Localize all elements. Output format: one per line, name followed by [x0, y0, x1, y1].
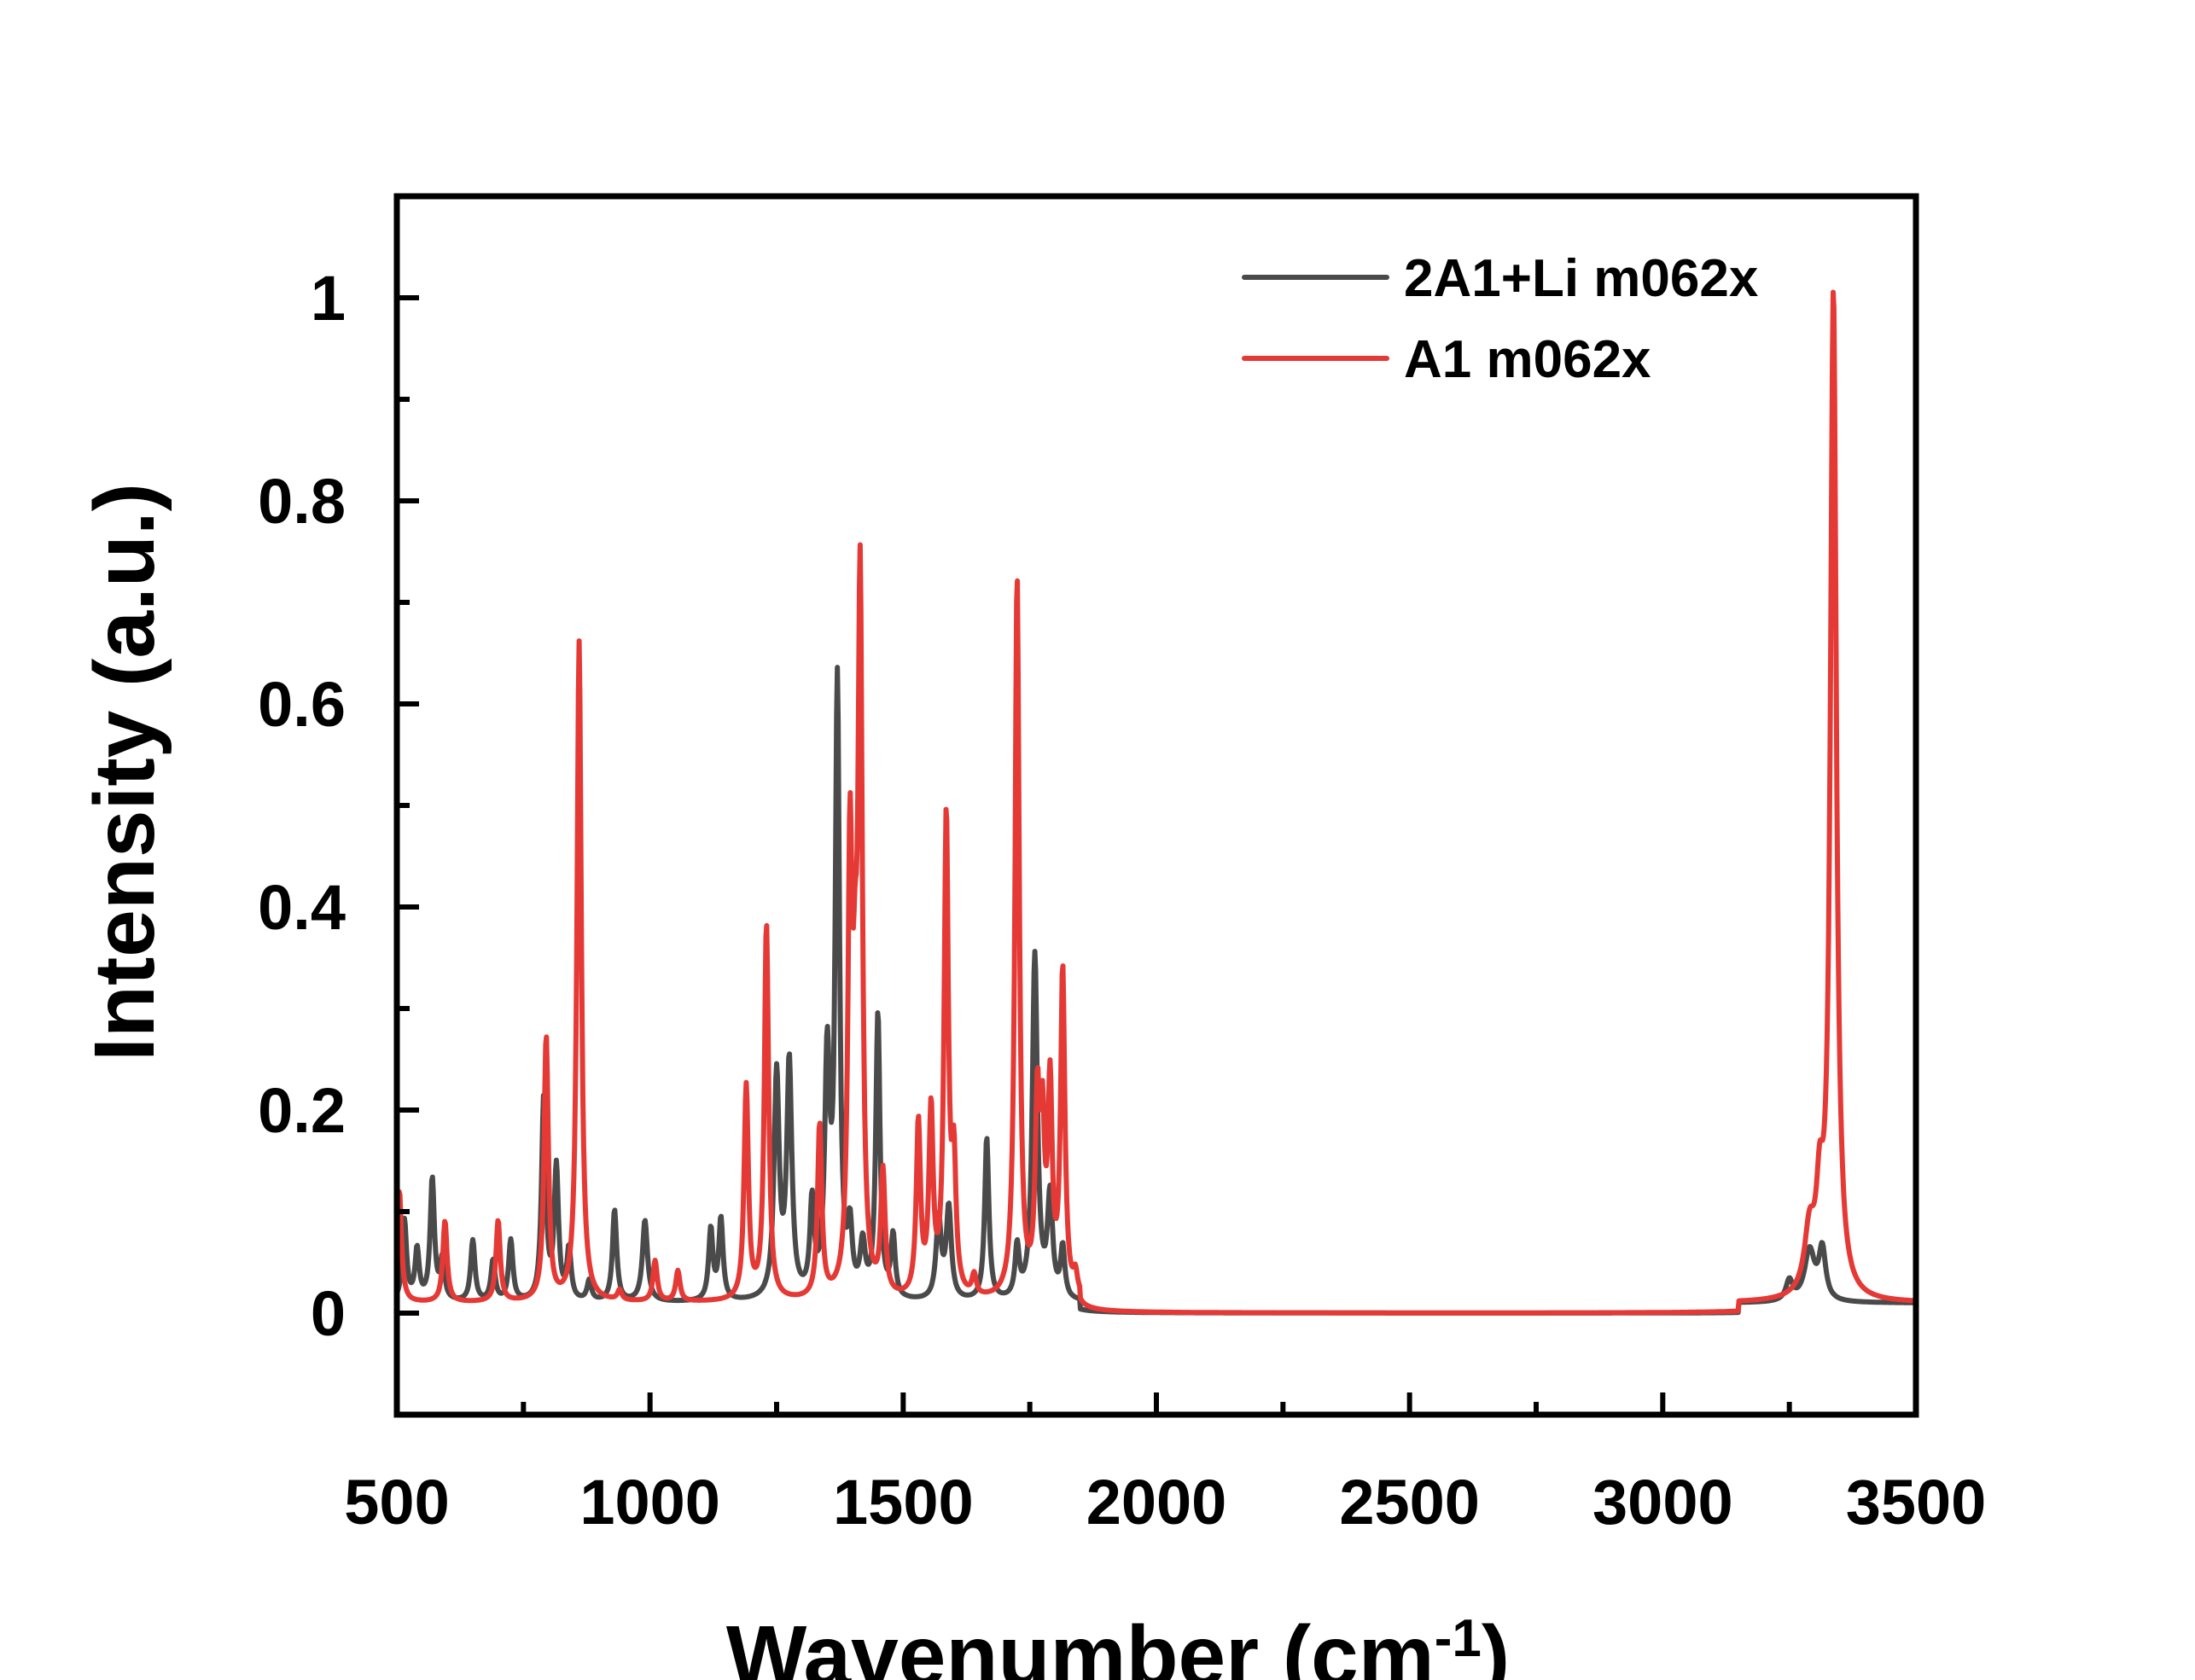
x-tick-label: 3500	[1846, 1467, 1987, 1538]
x-tick-label: 3000	[1592, 1467, 1733, 1538]
y-tick-label: 0.4	[258, 872, 346, 943]
x-axis-title-sup: -1	[1435, 1609, 1482, 1668]
y-axis-title: Intensity (a.u.)	[77, 483, 172, 1061]
series-layer	[394, 289, 1918, 1316]
x-tick-label: 1000	[579, 1467, 720, 1538]
series-line-2a1-li-m062x	[394, 665, 1918, 1316]
x-axis-title-close: )	[1482, 1608, 1510, 1680]
legend: 2A1+Li m062x A1 m062x	[1242, 249, 1759, 389]
y-tick-label: 0.8	[258, 466, 346, 537]
series-line-a1-m062x	[394, 289, 1918, 1316]
x-tick-label: 500	[344, 1467, 449, 1538]
tick-labels-layer: 500 1000 1500 2000 2500 3000 3500 0 0.2 0.4 0.6 0.8…	[258, 263, 1986, 1538]
x-tick-label: 2000	[1086, 1467, 1227, 1538]
x-tick-label: 2500	[1339, 1467, 1480, 1538]
x-tick-label: 1500	[833, 1467, 974, 1538]
y-tick-label: 0	[311, 1278, 346, 1349]
y-tick-label: 1	[311, 263, 346, 334]
y-tick-label: 0.6	[258, 669, 346, 740]
plot-frame	[393, 193, 1919, 1418]
legend-label-a1: A1 m062x	[1404, 330, 1651, 389]
ticks-layer	[394, 295, 1918, 1415]
y-tick-label: 0.2	[258, 1075, 346, 1146]
x-axis-title: Wavenumber (cm-1)	[726, 1608, 1510, 1680]
x-axis-title-main: Wavenumber (cm	[726, 1608, 1435, 1680]
legend-label-2a1-li: 2A1+Li m062x	[1404, 249, 1759, 308]
